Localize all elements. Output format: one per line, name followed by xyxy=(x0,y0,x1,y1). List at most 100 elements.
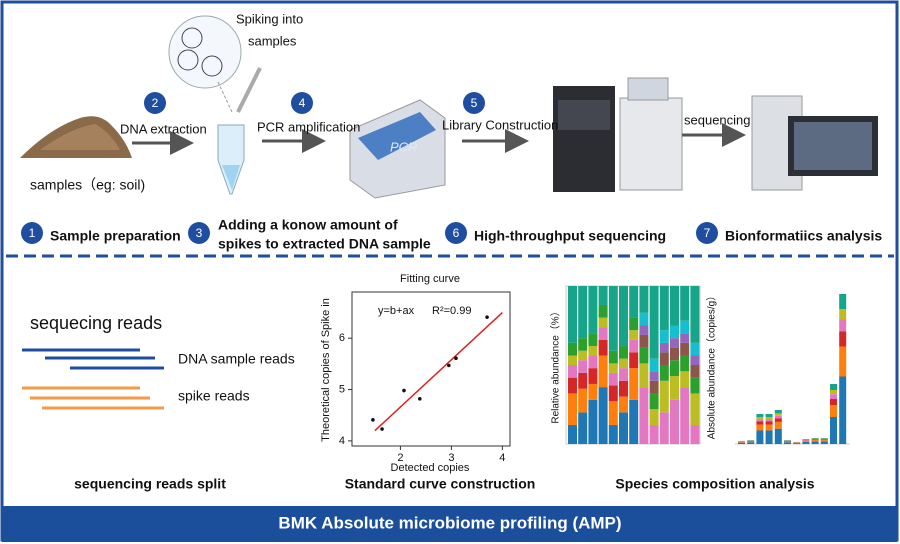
decor-segment xyxy=(793,443,801,444)
decor-segment xyxy=(608,385,618,402)
plot-frame xyxy=(351,291,511,447)
decor-segment xyxy=(670,325,679,339)
point xyxy=(371,418,375,422)
decor-segment xyxy=(756,421,764,425)
decor-segment xyxy=(578,350,588,361)
decor-segment xyxy=(811,440,819,442)
step-badge xyxy=(291,92,313,114)
decor-segment xyxy=(639,387,649,444)
step-number: 2 xyxy=(152,96,159,110)
caption: Standard curve construction xyxy=(345,476,536,492)
decor-segment xyxy=(774,418,782,422)
decor-segment xyxy=(690,355,700,365)
decor-segment xyxy=(784,442,791,444)
decor-segment xyxy=(680,371,690,388)
decor-segment xyxy=(598,304,608,318)
plasmid-icon xyxy=(201,55,223,77)
decor-segment xyxy=(598,387,608,444)
step-badge xyxy=(188,222,210,244)
step-label: spikes to extracted DNA sample xyxy=(218,236,431,252)
y-tick-label: 6 xyxy=(339,332,345,344)
curve-plot: 2 3 4 4 5 6 xyxy=(339,311,505,464)
dna-reads xyxy=(22,348,164,370)
computer-screen xyxy=(794,122,872,170)
decor-segment xyxy=(578,412,588,444)
footer-bar xyxy=(2,506,897,542)
steps: 1 Sample preparation 2 DNA extraction 3 Addin… xyxy=(21,92,882,252)
decor-segment xyxy=(588,383,598,400)
decor-segment xyxy=(756,419,764,422)
point xyxy=(402,388,406,393)
decor-segment xyxy=(619,396,628,413)
decor-segment xyxy=(639,347,649,364)
x-tick-label: 4 xyxy=(499,452,505,464)
y-axis-label: Theoretical copies of Spike in xyxy=(320,298,332,442)
decor-segment xyxy=(820,438,828,439)
decor-segment xyxy=(598,339,608,356)
decor-segment xyxy=(659,412,669,444)
x-tick-label: 3 xyxy=(448,452,454,464)
dish-icon xyxy=(168,15,242,89)
absolute-label: Absolute abundance（copies/g） xyxy=(706,291,718,439)
decor-segment xyxy=(820,441,828,444)
step-badge xyxy=(445,222,467,244)
decor-segment xyxy=(578,286,588,339)
decor-segment xyxy=(802,440,810,442)
decor-segment xyxy=(629,339,639,353)
decor-segment xyxy=(619,368,628,381)
y-tick-label: 4 xyxy=(339,435,345,447)
step-number: 5 xyxy=(471,96,478,110)
decor-segment xyxy=(639,334,649,348)
caption: Species composition analysis xyxy=(615,476,814,492)
y-tick-label: 5 xyxy=(339,383,345,395)
decor-segment xyxy=(659,286,669,331)
decor-segment xyxy=(568,425,577,444)
decor-segment xyxy=(747,441,755,443)
decor-segment xyxy=(765,430,773,444)
decor-segment xyxy=(639,363,649,388)
decor-segment xyxy=(765,414,773,417)
decor-segment xyxy=(690,342,700,356)
decor-segment xyxy=(765,421,773,425)
step-badge xyxy=(696,222,718,244)
decor-segment xyxy=(649,380,659,394)
fit-line xyxy=(374,311,503,432)
decor-segment xyxy=(608,350,618,364)
decor-segment xyxy=(670,286,679,326)
decor-segment xyxy=(839,331,847,347)
decor-segment xyxy=(588,355,598,369)
decor-segment xyxy=(629,368,639,400)
decor-segment xyxy=(765,419,773,422)
decor-segment xyxy=(670,360,679,377)
x-tick-label: 2 xyxy=(397,452,403,464)
decor-segment xyxy=(598,355,608,388)
step-label: Library Construction xyxy=(442,117,558,132)
decor-segment xyxy=(765,417,773,420)
caption: sequencing reads split xyxy=(74,476,226,492)
decor-segment xyxy=(649,409,659,426)
decor-segment xyxy=(756,430,764,444)
decor-segment xyxy=(608,372,618,386)
decor-segment xyxy=(839,376,847,444)
decor-segment xyxy=(802,440,810,441)
x-axis-label: Detected copies xyxy=(391,462,470,474)
decor-segment xyxy=(830,384,837,390)
pipette-icon xyxy=(236,67,262,113)
step-badge xyxy=(463,92,485,114)
decor-segment xyxy=(820,440,828,442)
step-number: 3 xyxy=(196,226,203,240)
point xyxy=(485,315,489,319)
decor-segment xyxy=(774,428,782,444)
decor-segment xyxy=(756,424,764,431)
decor-segment xyxy=(659,352,669,365)
decor-segment xyxy=(659,365,669,381)
decor-segment xyxy=(619,380,628,397)
decor-segment xyxy=(690,425,700,444)
decor-segment xyxy=(649,286,659,359)
decor-segment xyxy=(568,377,577,394)
step-number: 1 xyxy=(29,226,36,240)
decor-segment xyxy=(568,355,577,365)
step-label: Sample preparation xyxy=(50,228,181,244)
relative-label: Relative abundance（%） xyxy=(550,306,562,423)
